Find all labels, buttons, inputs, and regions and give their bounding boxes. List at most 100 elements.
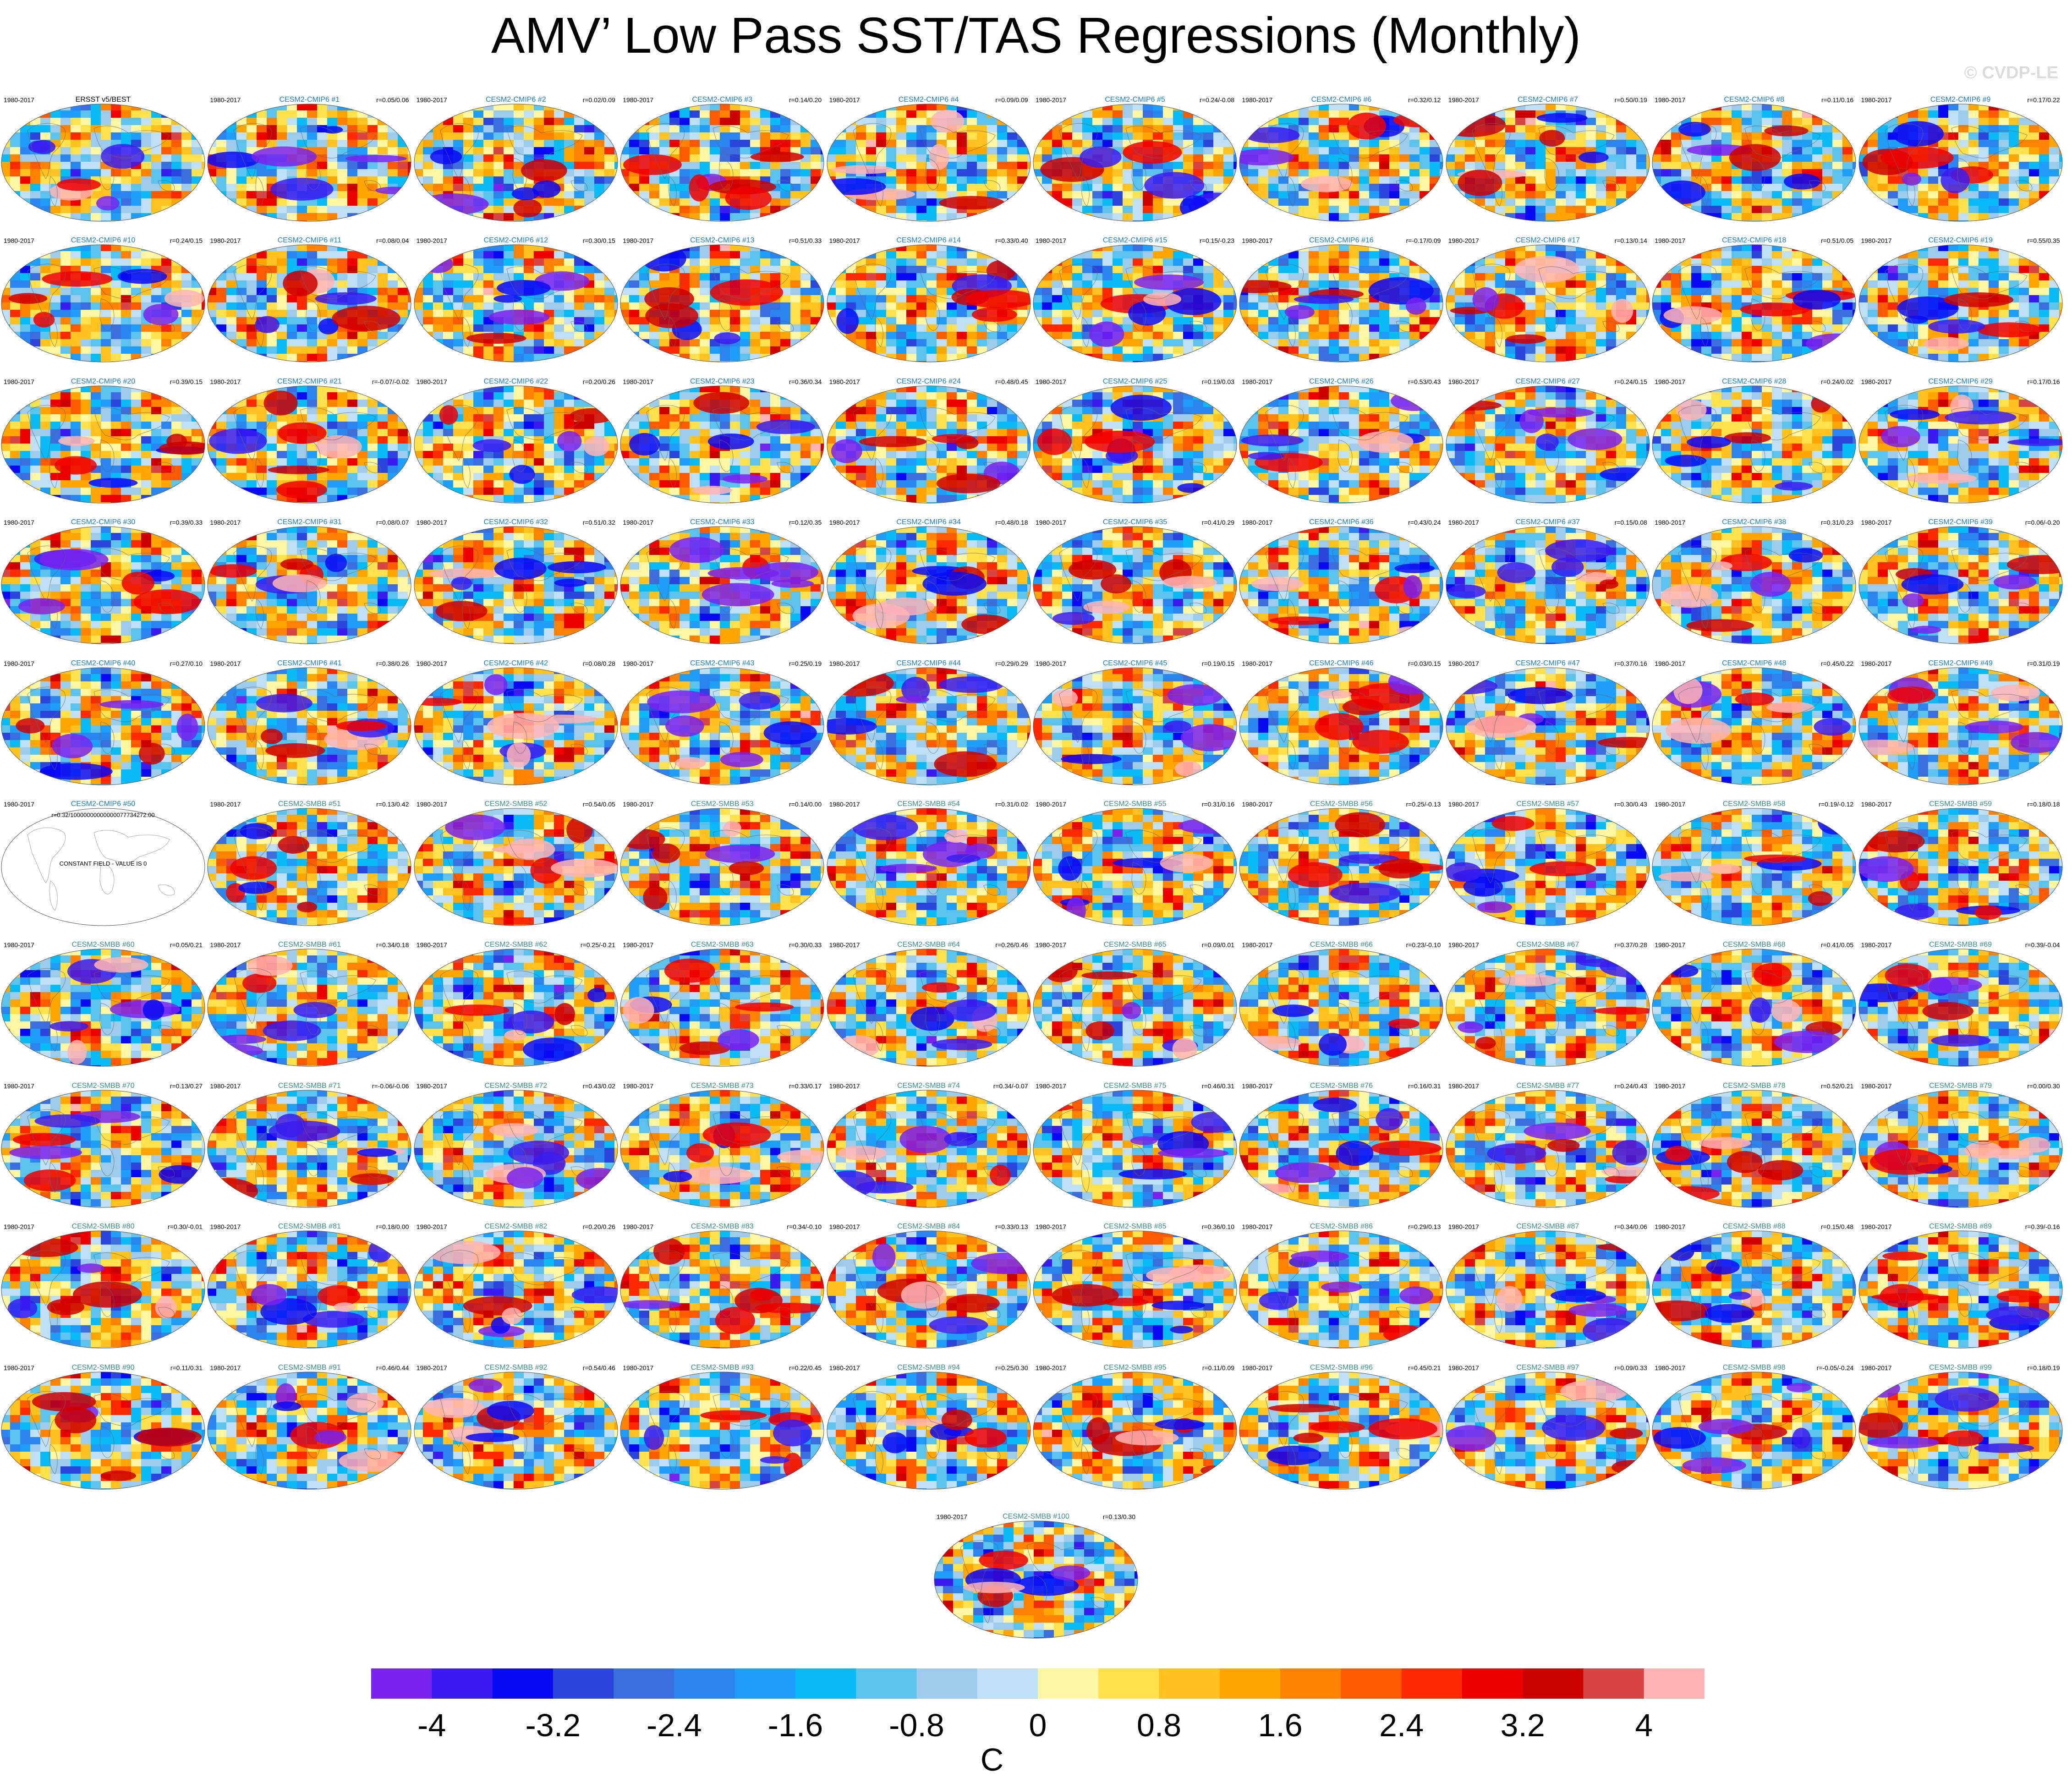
panel-pattern-correlation: r=0.45/0.21 (1408, 1364, 1441, 1372)
globe-map (414, 244, 618, 362)
panel-pattern-correlation: r=0.30/0.33 (789, 941, 822, 949)
colorbar-box (371, 1668, 432, 1699)
panel-pattern-correlation: r=0.34/-0.10 (787, 1223, 822, 1230)
panel-period: 1980-2017 (417, 941, 447, 949)
map-panel: 1980-2017 CESM2-SMBB #60 r=0.05/0.21 (0, 937, 206, 1074)
figure-title: AMV’ Low Pass SST/TAS Regressions (Month… (0, 4, 2072, 68)
map-panel: 1980-2017 CESM2-SMBB #69 r=0.39/-0.04 (1858, 937, 2064, 1074)
panel-period: 1980-2017 (210, 96, 241, 104)
map-panel: 1980-2017 CESM2-CMIP6 #27 r=0.24/0.15 (1445, 373, 1651, 511)
map-panel: 1980-2017 CESM2-SMBB #57 r=0.30/0.43 (1445, 796, 1651, 933)
panel-title: CESM2-CMIP6 #12 (413, 237, 619, 244)
panel-title: CESM2-CMIP6 #13 (619, 237, 825, 244)
panel-pattern-correlation: r=0.38/0.26 (376, 660, 409, 667)
map-panel: 1980-2017 CESM2-CMIP6 #36 r=0.43/0.24 (1238, 514, 1444, 652)
panel-pattern-correlation: r=0.39/-0.16 (2025, 1223, 2060, 1230)
map-panel: 1980-2017 CESM2-CMIP6 #35 r=0.41/0.29 (1032, 514, 1238, 652)
globe-map (414, 1090, 618, 1208)
panel-constant-field-note: CONSTANT FIELD - VALUE IS 0 (0, 860, 206, 867)
map-panel: 1980-2017 CESM2-CMIP6 #25 r=0.19/0.03 (1032, 373, 1238, 511)
panel-pattern-correlation: r=0.15/-0.23 (1200, 237, 1234, 244)
map-panel: 1980-2017 CESM2-CMIP6 #30 r=0.39/0.33 (0, 514, 206, 652)
panel-pattern-correlation: r=0.51/0.33 (789, 237, 822, 244)
panel-period: 1980-2017 (1242, 801, 1272, 808)
map-panel: 1980-2017 CESM2-SMBB #78 r=0.52/0.21 (1651, 1078, 1857, 1215)
panel-title: CESM2-CMIP6 #9 (1858, 96, 2064, 104)
panel-period: 1980-2017 (623, 1364, 653, 1372)
panel-title: CESM2-SMBB #90 (0, 1364, 206, 1372)
panel-period: 1980-2017 (1448, 237, 1479, 244)
panel-pattern-correlation: r=0.55/0.35 (2027, 237, 2060, 244)
globe-map (414, 1230, 618, 1349)
map-panel: 1980-2017 CESM2-CMIP6 #9 r=0.17/0.22 (1858, 92, 2064, 229)
panel-title: CESM2-CMIP6 #5 (1032, 96, 1238, 104)
panel-pattern-correlation: r=0.33/0.17 (789, 1082, 822, 1090)
globe-map (207, 667, 411, 785)
globe-map (1652, 244, 1856, 362)
panel-pattern-correlation: r=0.05/0.21 (170, 941, 203, 949)
map-panel: 1980-2017 CESM2-SMBB #55 r=0.31/0.16 (1032, 796, 1238, 933)
panel-period: 1980-2017 (210, 941, 241, 949)
panel-title: CESM2-SMBB #86 (1238, 1223, 1444, 1230)
panel-pattern-correlation: r=0.29/0.29 (995, 660, 1028, 667)
panel-pattern-correlation: r=0.08/0.28 (583, 660, 615, 667)
globe-map (1652, 949, 1856, 1067)
colorbar-box (1462, 1668, 1523, 1699)
map-panel: 1980-2017 CESM2-CMIP6 #4 r=0.09/0.09 (826, 92, 1032, 229)
globe-map (207, 526, 411, 644)
panel-period: 1980-2017 (1036, 1082, 1066, 1090)
map-panel: 1980-2017 CESM2-CMIP6 #13 r=0.51/0.33 (619, 232, 825, 370)
panel-period: 1980-2017 (1655, 519, 1685, 526)
panel-title: CESM2-SMBB #87 (1445, 1223, 1651, 1230)
panel-title: CESM2-CMIP6 #7 (1445, 96, 1651, 104)
map-panel: 1980-2017 CESM2-CMIP6 #3 r=0.14/0.20 (619, 92, 825, 229)
panel-title: CESM2-SMBB #85 (1032, 1223, 1238, 1230)
panel-pattern-correlation: r=0.14/0.20 (789, 96, 822, 104)
panel-title: CESM2-CMIP6 #10 (0, 237, 206, 244)
colorbar-tick-label: 2.4 (1356, 1707, 1447, 1744)
panel-pattern-correlation: r=0.25/-0.21 (581, 941, 615, 949)
panel-period: 1980-2017 (1036, 1364, 1066, 1372)
globe-map (1446, 244, 1650, 362)
panel-pattern-correlation: r=0.19/-0.12 (1819, 801, 1853, 808)
globe-map (827, 667, 1031, 785)
map-panel: 1980-2017 CESM2-CMIP6 #33 r=0.12/0.35 (619, 514, 825, 652)
panel-title: CESM2-SMBB #98 (1651, 1364, 1857, 1372)
map-panel: 1980-2017 CESM2-CMIP6 #11 r=0.08/0.04 (206, 232, 412, 370)
map-panel: 1980-2017 CESM2-SMBB #70 r=0.13/0.27 (0, 1078, 206, 1215)
map-panel: 1980-2017 CESM2-SMBB #51 r=0.13/0.42 (206, 796, 412, 933)
globe-map (1858, 385, 2063, 504)
panel-pattern-correlation: r=-0.17/0.09 (1406, 237, 1441, 244)
panel-pattern-correlation: r=0.23/-0.10 (1406, 941, 1441, 949)
panel-pattern-correlation: r=0.31/0.19 (2027, 660, 2060, 667)
globe-map (1239, 808, 1443, 926)
globe-map (1033, 1090, 1237, 1208)
panel-title: CESM2-SMBB #74 (826, 1082, 1032, 1090)
panel-period: 1980-2017 (1242, 941, 1272, 949)
panel-pattern-correlation: r=0.46/0.44 (376, 1364, 409, 1372)
panel-period: 1980-2017 (1036, 941, 1066, 949)
panel-period: 1980-2017 (4, 660, 34, 667)
map-panel: 1980-2017 CESM2-SMBB #68 r=0.41/0.05 (1651, 937, 1857, 1074)
colorbar-tick-label: -3.2 (507, 1707, 599, 1744)
panel-period: 1980-2017 (417, 237, 447, 244)
globe-map (1446, 949, 1650, 1067)
colorbar-box (916, 1668, 978, 1699)
panel-title: CESM2-CMIP6 #30 (0, 519, 206, 526)
globe-map (1, 1230, 205, 1349)
panel-title: CESM2-CMIP6 #25 (1032, 378, 1238, 385)
panel-period: 1980-2017 (829, 519, 860, 526)
panel-period: 1980-2017 (1242, 237, 1272, 244)
map-panel: 1980-2017 CESM2-SMBB #90 r=0.11/0.31 (0, 1360, 206, 1497)
map-panel: 1980-2017 CESM2-CMIP6 #34 r=0.48/0.18 (826, 514, 1032, 652)
panel-period: 1980-2017 (1655, 660, 1685, 667)
map-panel: 1980-2017 CESM2-CMIP6 #45 r=0.19/0.15 (1032, 655, 1238, 793)
map-panel: 1980-2017 CESM2-SMBB #52 r=0.54/0.05 (413, 796, 619, 933)
panel-period: 1980-2017 (1861, 237, 1892, 244)
panel-pattern-correlation: r=0.24/0.15 (170, 237, 203, 244)
panel-title: CESM2-SMBB #60 (0, 941, 206, 949)
panel-pattern-correlation: r=0.16/0.31 (1408, 1082, 1441, 1090)
panel-title: CESM2-SMBB #51 (206, 801, 412, 808)
globe-map (207, 808, 411, 926)
